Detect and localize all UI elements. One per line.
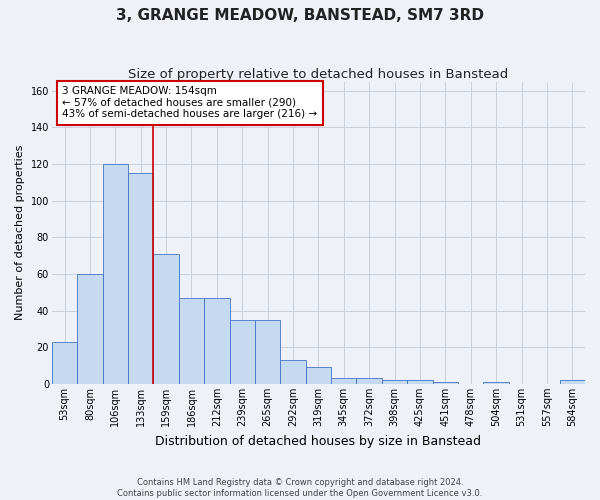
Text: 3 GRANGE MEADOW: 154sqm
← 57% of detached houses are smaller (290)
43% of semi-d: 3 GRANGE MEADOW: 154sqm ← 57% of detache… <box>62 86 317 120</box>
Bar <box>230 320 255 384</box>
Bar <box>280 360 306 384</box>
X-axis label: Distribution of detached houses by size in Banstead: Distribution of detached houses by size … <box>155 434 481 448</box>
Bar <box>382 380 407 384</box>
Bar <box>103 164 128 384</box>
Bar <box>204 298 230 384</box>
Bar <box>52 342 77 384</box>
Title: Size of property relative to detached houses in Banstead: Size of property relative to detached ho… <box>128 68 509 80</box>
Bar <box>407 380 433 384</box>
Bar <box>433 382 458 384</box>
Bar <box>331 378 356 384</box>
Text: 3, GRANGE MEADOW, BANSTEAD, SM7 3RD: 3, GRANGE MEADOW, BANSTEAD, SM7 3RD <box>116 8 484 22</box>
Bar <box>77 274 103 384</box>
Bar <box>356 378 382 384</box>
Text: Contains HM Land Registry data © Crown copyright and database right 2024.
Contai: Contains HM Land Registry data © Crown c… <box>118 478 482 498</box>
Bar <box>128 173 154 384</box>
Y-axis label: Number of detached properties: Number of detached properties <box>15 145 25 320</box>
Bar <box>306 368 331 384</box>
Bar <box>179 298 204 384</box>
Bar <box>154 254 179 384</box>
Bar <box>560 380 585 384</box>
Bar <box>255 320 280 384</box>
Bar <box>484 382 509 384</box>
